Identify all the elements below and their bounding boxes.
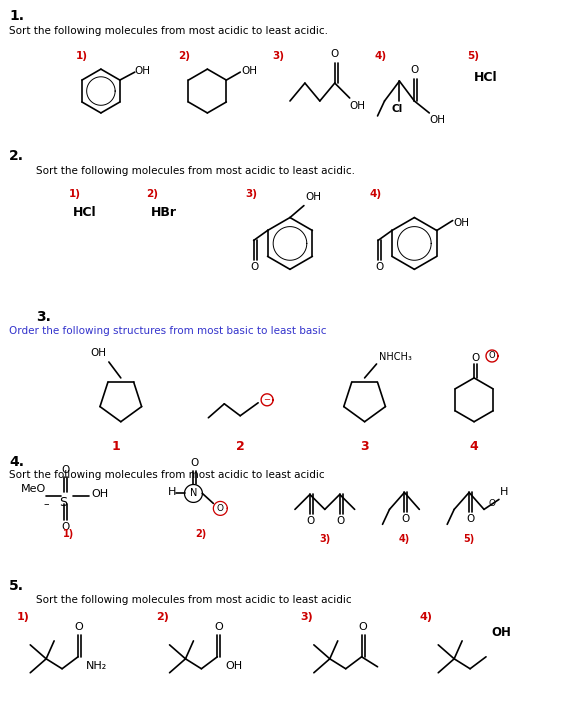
Text: 1): 1)	[76, 51, 88, 61]
Text: OH: OH	[453, 217, 469, 227]
Text: HCl: HCl	[474, 71, 498, 84]
Text: S: S	[59, 496, 67, 510]
Text: O: O	[488, 499, 496, 508]
Text: H: H	[500, 488, 508, 498]
Text: Cl: Cl	[392, 104, 403, 114]
Text: Sort the following molecules from most acidic to least acidic: Sort the following molecules from most a…	[9, 469, 325, 479]
Text: O: O	[489, 351, 495, 361]
Text: N: N	[189, 488, 197, 498]
Text: NH₂: NH₂	[86, 661, 107, 671]
Text: O: O	[75, 622, 84, 632]
Text: 2.: 2.	[9, 149, 24, 163]
Text: O: O	[217, 504, 224, 513]
Text: 4): 4)	[419, 612, 432, 622]
Text: O: O	[375, 263, 383, 273]
Text: −: −	[263, 395, 271, 404]
Text: 3): 3)	[300, 612, 313, 622]
Text: O: O	[410, 65, 418, 75]
Text: O: O	[61, 523, 69, 532]
Text: O: O	[358, 622, 367, 632]
Text: 2): 2)	[179, 51, 191, 61]
Text: 3): 3)	[319, 535, 331, 545]
Text: OH: OH	[241, 66, 257, 76]
Text: 3): 3)	[272, 51, 284, 61]
Text: 5): 5)	[467, 51, 479, 61]
Text: O: O	[471, 353, 479, 363]
Text: OH: OH	[491, 626, 511, 639]
Text: OH: OH	[225, 661, 242, 671]
Text: 4): 4)	[399, 535, 410, 545]
Text: 1: 1	[112, 439, 120, 453]
Text: 5): 5)	[464, 535, 475, 545]
Text: O: O	[307, 516, 315, 526]
Text: 2): 2)	[146, 189, 158, 199]
Text: Sort the following molecules from most acidic to least acidic.: Sort the following molecules from most a…	[36, 165, 355, 176]
Text: NHCH₃: NHCH₃	[378, 352, 411, 362]
Text: OH: OH	[135, 66, 151, 76]
Text: –: –	[43, 499, 49, 510]
Text: Sort the following molecules from most acidic to least acidic.: Sort the following molecules from most a…	[9, 26, 328, 36]
Text: O: O	[190, 457, 199, 468]
Text: H: H	[168, 488, 176, 498]
Text: O: O	[401, 514, 410, 525]
Text: O: O	[466, 514, 474, 525]
Text: 1): 1)	[63, 530, 75, 540]
Text: 3: 3	[360, 439, 369, 453]
Text: O: O	[214, 622, 222, 632]
Text: 5.: 5.	[9, 579, 24, 593]
Text: O: O	[61, 464, 69, 474]
Text: MeO: MeO	[21, 484, 46, 494]
Text: O: O	[250, 263, 259, 273]
Text: HCl: HCl	[73, 206, 97, 219]
Text: 1): 1)	[17, 612, 29, 622]
Text: 4): 4)	[374, 51, 387, 61]
Text: 1.: 1.	[9, 9, 24, 23]
Text: OH: OH	[350, 101, 366, 111]
Text: O: O	[337, 516, 345, 526]
Text: OH: OH	[91, 489, 108, 499]
Text: 1): 1)	[69, 189, 81, 199]
Text: OH: OH	[429, 115, 446, 125]
Text: Order the following structures from most basic to least basic: Order the following structures from most…	[9, 326, 327, 336]
Text: 3): 3)	[245, 189, 257, 199]
Text: OH: OH	[305, 192, 321, 202]
Text: 2: 2	[236, 439, 245, 453]
Text: HBr: HBr	[151, 206, 176, 219]
Text: OH: OH	[91, 348, 107, 358]
Text: Sort the following molecules from most acidic to least acidic: Sort the following molecules from most a…	[36, 595, 352, 605]
Text: 4: 4	[469, 439, 479, 453]
Text: 2): 2)	[156, 612, 168, 622]
Text: O: O	[331, 49, 339, 59]
Text: 4): 4)	[370, 189, 382, 199]
Text: 2): 2)	[195, 530, 206, 540]
Text: 4.: 4.	[9, 454, 24, 469]
Text: 3.: 3.	[36, 310, 51, 324]
